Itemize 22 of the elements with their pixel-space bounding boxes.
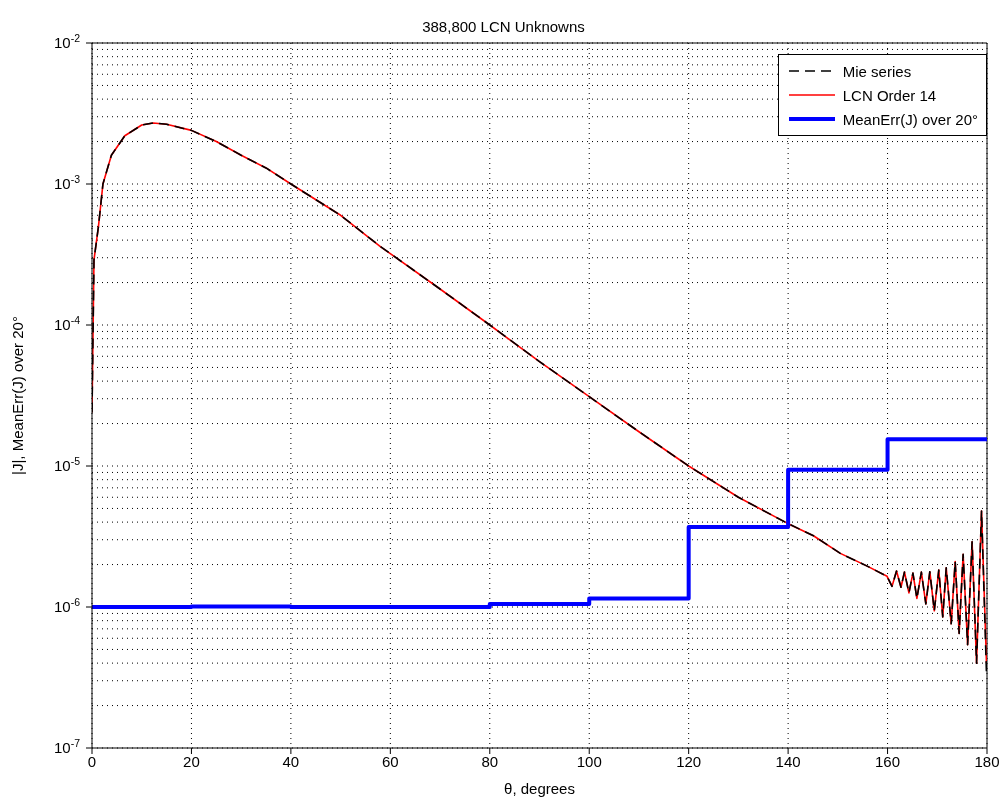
legend-label: Mie series [842, 62, 912, 80]
x-tick-label: 0 [87, 752, 97, 770]
x-tick-label: 140 [775, 752, 801, 770]
x-tick-label: 80 [481, 752, 499, 770]
x-axis-title: θ, degrees [504, 780, 575, 797]
chart-title: 388,800 LCN Unknowns [422, 18, 585, 35]
x-tick-label: 180 [974, 752, 1000, 770]
x-tick-label: 120 [676, 752, 702, 770]
y-tick-label: 10$^{-3}$ [53, 173, 81, 192]
y-axis-title: |J|, MeanErr(J) over 20° [9, 316, 27, 475]
y-tick-label: 10$^{-5}$ [53, 455, 81, 474]
x-tick-label: 20 [183, 752, 200, 770]
y-tick-label: 10$^{-2}$ [53, 32, 81, 51]
legend-label: LCN Order 14 [842, 86, 937, 104]
x-tick-label: 60 [381, 752, 399, 770]
y-tick-label: 10$^{-4}$ [53, 314, 81, 333]
x-tick-label: 160 [875, 752, 901, 770]
legend-label: MeanErr(J) over 20° [842, 110, 978, 128]
y-tick-label: 10$^{-7}$ [53, 737, 81, 756]
y-tick-label: 10$^{-6}$ [53, 596, 81, 615]
x-tick-label: 100 [576, 752, 602, 770]
x-tick-label: 40 [282, 752, 300, 770]
